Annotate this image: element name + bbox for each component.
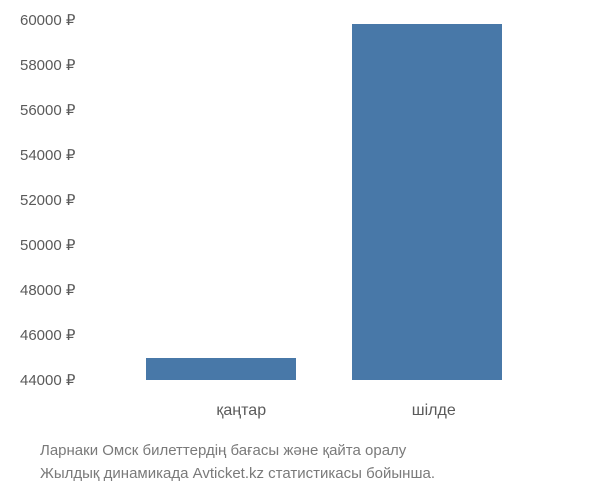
x-tick: шілде: [359, 402, 509, 420]
x-tick: қаңтар: [166, 402, 316, 420]
x-labels: қаңтар шілде: [115, 402, 560, 420]
y-axis: 60000 ₽ 58000 ₽ 56000 ₽ 54000 ₽ 52000 ₽ …: [20, 20, 87, 380]
bar-jan: [146, 358, 296, 380]
chart-container: 60000 ₽ 58000 ₽ 56000 ₽ 54000 ₽ 52000 ₽ …: [0, 0, 600, 394]
caption: Ларнаки Омск билеттердің бағасы және қай…: [0, 420, 600, 500]
bar-jul: [352, 24, 502, 380]
plot-area: [87, 20, 560, 380]
caption-line-2: Жылдық динамикада Avticket.kz статистика…: [40, 463, 560, 486]
x-axis: қаңтар шілде: [0, 394, 600, 420]
caption-line-1: Ларнаки Омск билеттердің бағасы және қай…: [40, 440, 560, 463]
